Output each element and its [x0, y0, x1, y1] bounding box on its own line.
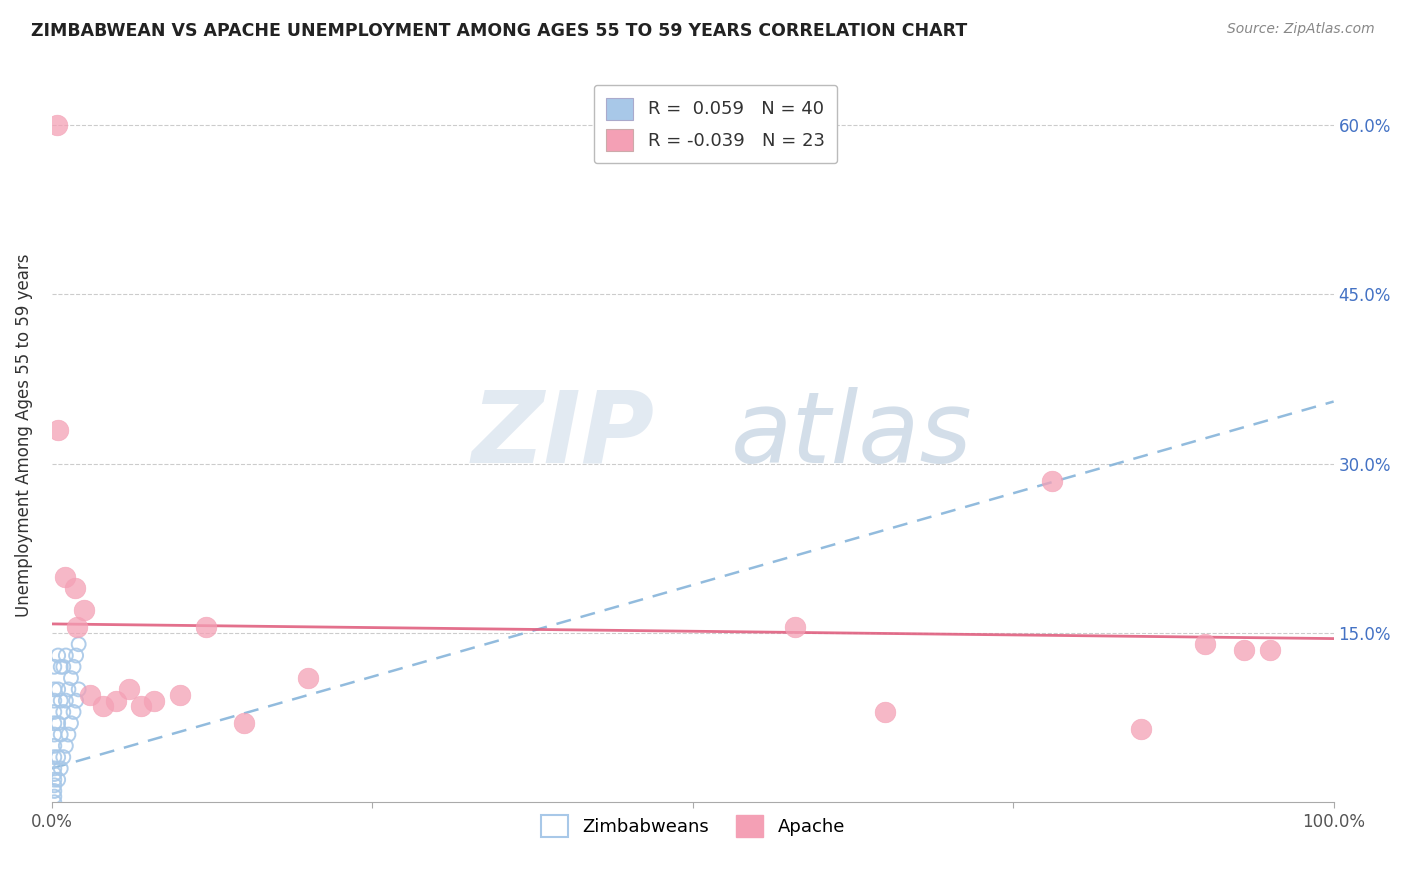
Point — [1233, 643, 1256, 657]
Point — [118, 682, 141, 697]
Legend: Zimbabweans, Apache: Zimbabweans, Apache — [533, 808, 852, 845]
Point — [49, 761, 72, 775]
Y-axis label: Unemployment Among Ages 55 to 59 years: Unemployment Among Ages 55 to 59 years — [15, 253, 32, 617]
Point — [46, 682, 69, 697]
Point — [55, 648, 77, 663]
Point — [44, 694, 66, 708]
Point — [52, 660, 75, 674]
Text: ZIP: ZIP — [471, 387, 654, 483]
Point — [44, 716, 66, 731]
Point — [44, 705, 66, 719]
Point — [1194, 637, 1216, 651]
Point — [65, 648, 87, 663]
Point — [1258, 643, 1281, 657]
Point — [44, 682, 66, 697]
Point — [79, 688, 101, 702]
Point — [44, 750, 66, 764]
Point — [45, 118, 67, 132]
Point — [44, 789, 66, 804]
Point — [46, 750, 69, 764]
Point — [67, 637, 90, 651]
Point — [67, 682, 90, 697]
Point — [66, 620, 89, 634]
Point — [55, 739, 77, 753]
Point — [65, 694, 87, 708]
Point — [143, 694, 166, 708]
Point — [1130, 722, 1153, 736]
Point — [44, 767, 66, 781]
Point — [91, 699, 114, 714]
Point — [44, 778, 66, 792]
Point — [53, 569, 76, 583]
Point — [62, 705, 84, 719]
Point — [44, 761, 66, 775]
Point — [785, 620, 807, 634]
Point — [46, 648, 69, 663]
Point — [59, 671, 82, 685]
Point — [194, 620, 217, 634]
Point — [44, 739, 66, 753]
Point — [169, 688, 191, 702]
Point — [44, 660, 66, 674]
Point — [55, 694, 77, 708]
Point — [52, 750, 75, 764]
Point — [63, 581, 86, 595]
Point — [62, 660, 84, 674]
Text: Source: ZipAtlas.com: Source: ZipAtlas.com — [1227, 22, 1375, 37]
Point — [73, 603, 96, 617]
Point — [44, 727, 66, 741]
Point — [44, 772, 66, 787]
Point — [46, 772, 69, 787]
Text: ZIMBABWEAN VS APACHE UNEMPLOYMENT AMONG AGES 55 TO 59 YEARS CORRELATION CHART: ZIMBABWEAN VS APACHE UNEMPLOYMENT AMONG … — [31, 22, 967, 40]
Point — [104, 694, 127, 708]
Point — [44, 795, 66, 809]
Point — [44, 784, 66, 798]
Text: atlas: atlas — [731, 387, 973, 483]
Point — [46, 716, 69, 731]
Point — [233, 716, 256, 731]
Point — [131, 699, 153, 714]
Point — [49, 660, 72, 674]
Point — [58, 682, 80, 697]
Point — [297, 671, 319, 685]
Point — [59, 716, 82, 731]
Point — [46, 423, 69, 437]
Point — [49, 694, 72, 708]
Point — [58, 727, 80, 741]
Point — [52, 705, 75, 719]
Point — [49, 727, 72, 741]
Point — [1040, 474, 1063, 488]
Point — [873, 705, 896, 719]
